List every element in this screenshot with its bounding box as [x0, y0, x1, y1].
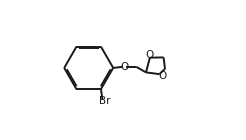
Text: O: O — [121, 62, 129, 72]
Text: O: O — [158, 71, 166, 81]
Text: Br: Br — [99, 96, 110, 106]
Text: O: O — [145, 50, 154, 60]
